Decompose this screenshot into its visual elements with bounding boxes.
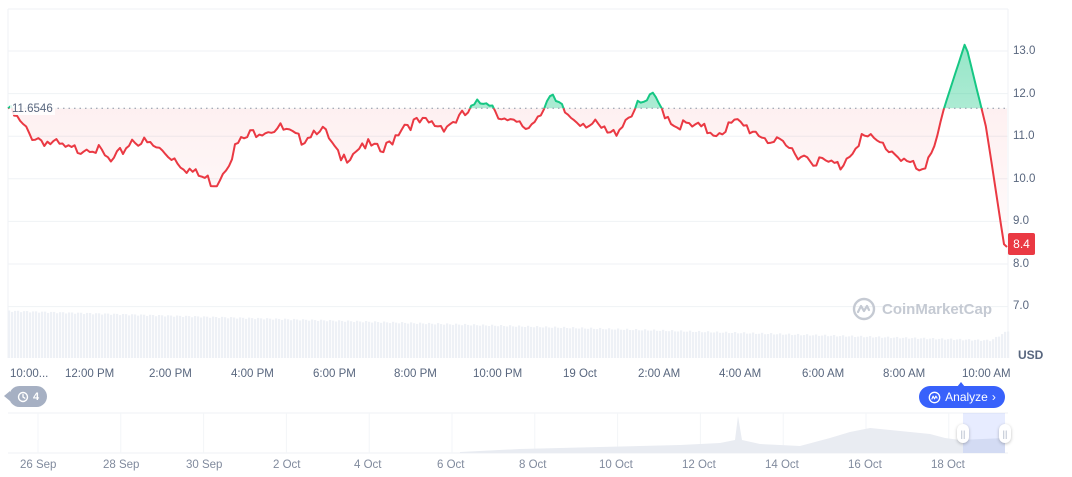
navigator-x-tick: 6 Oct (437, 459, 465, 471)
volume-bars (8, 310, 1010, 358)
chevron-right-icon: › (991, 390, 996, 404)
x-tick: 2:00 AM (638, 368, 681, 380)
navigator-x-tick: 28 Sep (103, 459, 140, 471)
y-tick: 10.0 (1013, 173, 1036, 185)
watermark-text: CoinMarketCap (882, 300, 993, 318)
current-price-tag: 8.4 (1008, 233, 1035, 255)
y-tick: 7.0 (1013, 300, 1029, 312)
x-tick: 4:00 PM (231, 368, 274, 380)
x-tick: 8:00 AM (883, 368, 926, 380)
history-badge[interactable]: 4 (4, 386, 47, 407)
y-tick: 12.0 (1013, 88, 1036, 100)
history-clock-icon (17, 391, 29, 402)
x-tick: 8:00 PM (394, 368, 437, 380)
y-tick: 11.0 (1013, 130, 1035, 142)
navigator-x-tick: 18 Oct (931, 459, 965, 471)
navigator-x-tick: 14 Oct (765, 459, 799, 471)
navigator-right-handle[interactable]: || (999, 424, 1011, 443)
navigator-x-tick: 8 Oct (519, 459, 547, 471)
navigator-x-tick: 16 Oct (848, 459, 882, 471)
navigator-x-tick: 2 Oct (273, 459, 301, 471)
analyze-button[interactable]: Analyze › (919, 382, 1005, 408)
x-tick: 10:00 AM (962, 368, 1011, 380)
x-tick: 19 Oct (563, 368, 597, 380)
x-tick: 10:00 PM (473, 368, 523, 380)
currency-label: USD (1018, 348, 1044, 362)
coinmarketcap-watermark: CoinMarketCap (852, 297, 992, 321)
x-tick: 2:00 PM (149, 368, 192, 380)
baseline-label: 11.6546 (10, 103, 55, 115)
x-tick: 6:00 AM (802, 368, 845, 380)
navigator-x-tick: 10 Oct (599, 459, 633, 471)
area-fills (8, 44, 1007, 247)
navigator-left-handle[interactable]: || (957, 424, 969, 443)
y-tick: 8.0 (1013, 258, 1029, 270)
price-line (7, 43, 1008, 248)
cmc-ai-icon (928, 391, 941, 403)
y-tick: 9.0 (1013, 215, 1029, 227)
navigator-x-tick: 30 Sep (186, 459, 223, 471)
x-tick: 6:00 PM (313, 368, 356, 380)
x-tick: 10:00... (10, 368, 49, 380)
analyze-label: Analyze (945, 390, 988, 404)
navigator-x-tick: 26 Sep (20, 459, 57, 471)
navigator-x-tick: 12 Oct (682, 459, 716, 471)
x-tick: 12:00 PM (65, 368, 115, 380)
coinmarketcap-logo-icon (852, 297, 876, 321)
navigator-x-tick: 4 Oct (354, 459, 382, 471)
navigator-area[interactable] (8, 412, 1008, 454)
y-tick: 13.0 (1013, 45, 1036, 57)
x-tick: 4:00 AM (719, 368, 762, 380)
history-count: 4 (32, 390, 40, 403)
